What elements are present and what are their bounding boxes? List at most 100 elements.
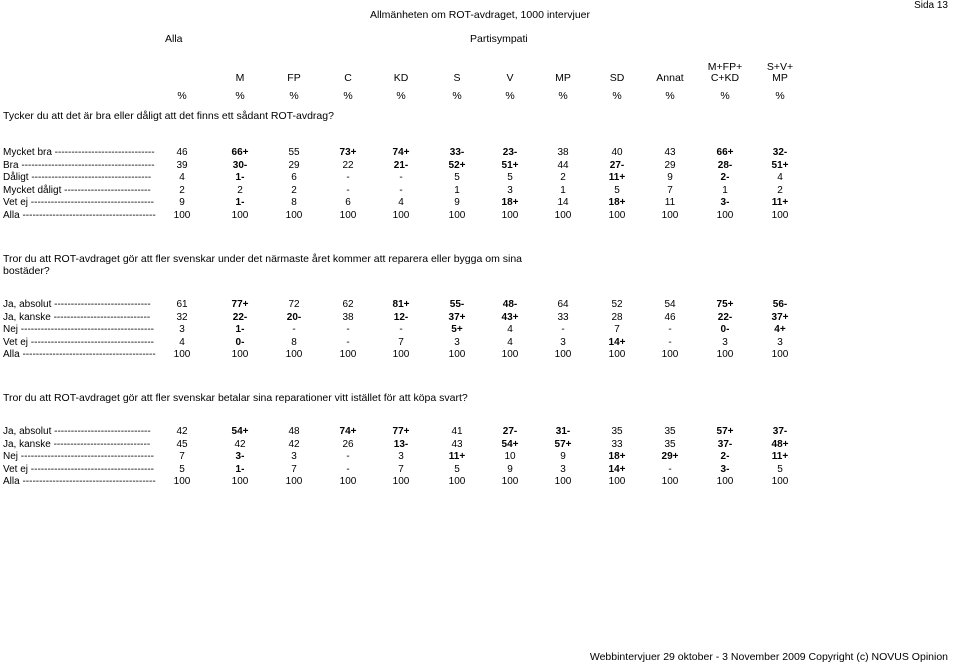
row-label: Nej ------------------------------------… (3, 324, 154, 335)
column-unit: % (177, 90, 187, 102)
table-cell: 100 (285, 349, 303, 360)
table-cell: - (346, 172, 350, 183)
table-cell: 14 (557, 197, 569, 208)
table-cell: 29 (288, 159, 300, 171)
table-cell: 100 (661, 209, 679, 221)
table-cell: 4 (179, 172, 185, 183)
table-cell: 56- (772, 299, 788, 310)
table-cell: 100 (448, 476, 466, 487)
table-cell: 7 (667, 184, 673, 196)
table-cell: 11+ (771, 451, 789, 462)
column-unit: % (505, 90, 515, 102)
table-cell: 100 (339, 349, 357, 360)
table-cell: 100 (608, 476, 626, 487)
table-cell: 22- (232, 311, 248, 323)
column-unit: % (558, 90, 568, 102)
table-cell: 12- (393, 311, 409, 323)
table-cell: 74+ (392, 147, 410, 158)
table-row: Ja, kanske -----------------------------… (3, 439, 803, 451)
table-row: Vet ej ---------------------------------… (3, 337, 803, 349)
table-cell: 2 (237, 184, 243, 196)
table-cell: 100 (448, 349, 466, 360)
column-unit: % (665, 90, 675, 102)
table-cell: 73+ (339, 147, 357, 158)
table-cell: 52+ (448, 159, 466, 171)
table-row: Mycket bra -----------------------------… (3, 147, 803, 159)
table-cell: 100 (771, 209, 789, 221)
table-cell: 7 (179, 451, 185, 462)
question-text: Tror du att ROT-avdraget gör att fler sv… (3, 392, 468, 404)
report-title: Allmänheten om ROT-avdraget, 1000 interv… (369, 9, 591, 21)
table-cell: 100 (771, 349, 789, 360)
table-cell: 38 (557, 147, 569, 158)
table-cell: 57+ (554, 438, 572, 450)
page-number: Sida 13 (914, 0, 948, 11)
table-cell: 3 (454, 336, 460, 348)
column-header: C+KD (710, 72, 740, 84)
table-cell: 54+ (231, 426, 249, 437)
row-label: Vet ej ---------------------------------… (3, 336, 155, 348)
table-cell: 9 (179, 197, 185, 208)
table-cell: 14+ (608, 463, 626, 475)
table-cell: 62 (342, 299, 354, 310)
table-row: Ja, absolut ----------------------------… (3, 299, 803, 311)
table-cell: - (668, 463, 672, 475)
table-row: Ja, absolut ----------------------------… (3, 426, 803, 438)
table-cell: 2 (291, 184, 297, 196)
table-cell: 8 (291, 197, 297, 208)
table-cell: 100 (173, 209, 191, 221)
table-cell: 61 (176, 299, 188, 310)
table-cell: 18+ (608, 451, 626, 462)
table-cell: 100 (173, 349, 191, 360)
table-row: Vet ej ---------------------------------… (3, 464, 803, 476)
question-text: Tycker du att det är bra eller dåligt at… (3, 110, 334, 122)
column-unit: % (720, 90, 730, 102)
table-cell: 100 (285, 476, 303, 487)
table-cell: 4 (507, 336, 513, 348)
table-cell: - (346, 324, 350, 335)
table-cell: 1- (235, 172, 245, 183)
table-row: Mycket dåligt --------------------------… (3, 185, 803, 197)
table-cell: 28- (717, 159, 733, 171)
table-cell: 42 (176, 426, 188, 437)
column-header: KD (393, 72, 409, 84)
table-cell: 0- (720, 324, 730, 335)
base-column-label: Alla (165, 33, 183, 45)
table-cell: 3 (777, 336, 783, 348)
column-unit: % (289, 90, 299, 102)
table-cell: - (399, 324, 403, 335)
table-cell: 11+ (608, 172, 626, 183)
column-header: SD (609, 72, 625, 84)
group-label: Partisympati (470, 33, 528, 45)
table-row: Ja, kanske -----------------------------… (3, 312, 803, 324)
table-cell: 20- (286, 311, 302, 323)
table-cell: 66+ (716, 147, 734, 158)
column-unit: % (396, 90, 406, 102)
table-cell: 27- (609, 159, 625, 171)
table-cell: 22 (342, 159, 354, 171)
table-cell: 28 (611, 311, 623, 323)
table-cell: 2- (720, 451, 730, 462)
table-row: Dåligt ---------------------------------… (3, 172, 803, 184)
table-cell: 2 (560, 172, 566, 183)
column-header: MP (772, 72, 788, 84)
table-cell: 44 (557, 159, 569, 171)
table-cell: 74+ (339, 426, 357, 437)
table-cell: 32- (772, 147, 788, 158)
column-unit: % (775, 90, 785, 102)
table-cell: 100 (716, 209, 734, 221)
table-cell: 5+ (451, 324, 463, 335)
table-cell: 7 (398, 336, 404, 348)
table-cell: 2- (720, 172, 730, 183)
table-cell: 38 (342, 311, 354, 323)
table-cell: 100 (501, 209, 519, 221)
row-label: Mycket dåligt -------------------------- (3, 184, 151, 196)
table-cell: 100 (173, 476, 191, 487)
table-cell: 42 (288, 438, 300, 450)
table-cell: - (399, 172, 403, 183)
table-cell: 100 (231, 476, 249, 487)
table-cell: 27- (502, 426, 518, 437)
table-cell: 2 (777, 184, 783, 196)
table-cell: 37+ (771, 311, 789, 323)
table-cell: 4 (777, 172, 783, 183)
